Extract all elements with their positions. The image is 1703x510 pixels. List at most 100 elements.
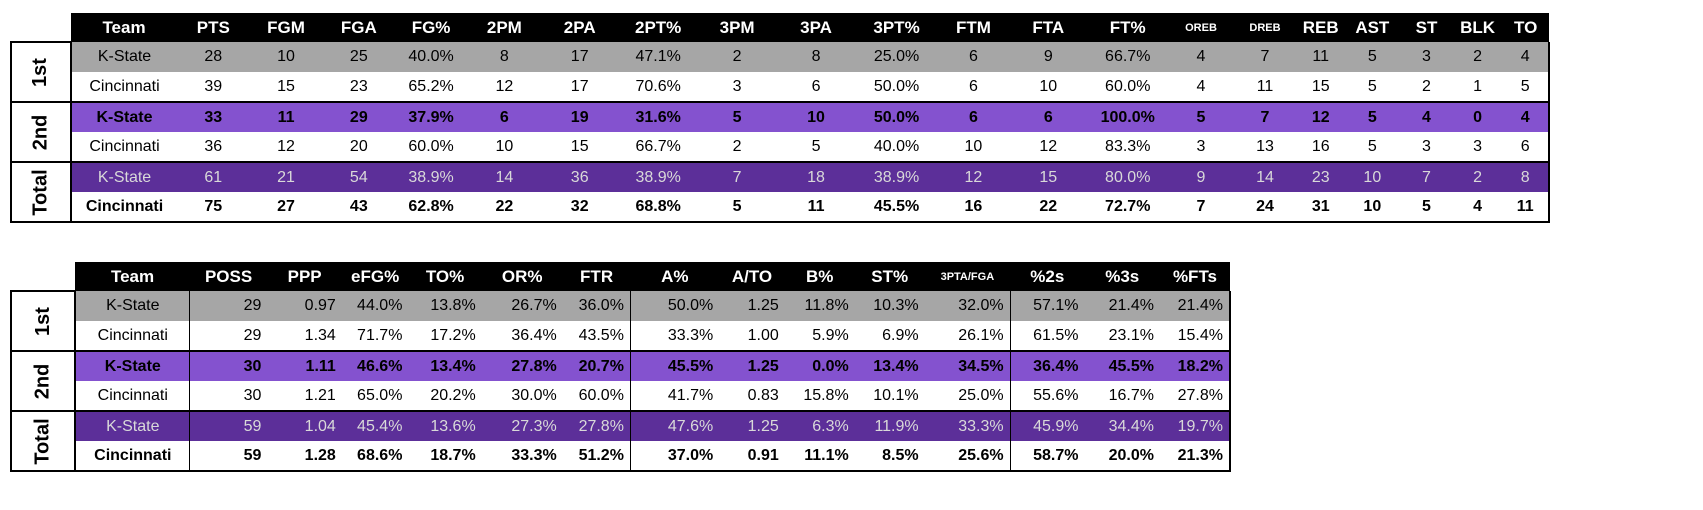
stat-cell-bpct: 0.0% <box>784 350 855 381</box>
stat-cell-pctfts: 21.3% <box>1159 441 1232 472</box>
header-to: TO <box>1502 13 1549 42</box>
stat-cell-bpct: 11.1% <box>784 441 855 472</box>
header-orpct: OR% <box>481 262 563 291</box>
stat-cell-st: 3 <box>1400 42 1453 72</box>
stat-cell-topct: 20.2% <box>408 381 482 411</box>
header-reb: REB <box>1296 13 1345 42</box>
stat-cell-orpct: 26.7% <box>481 291 563 321</box>
stat-cell-pct2s: 57.1% <box>1009 291 1085 321</box>
stat-cell-ftr: 20.7% <box>562 350 631 381</box>
stat-cell-fta: 15 <box>1010 161 1087 192</box>
stat-cell-efgpct: 45.4% <box>341 410 409 441</box>
stat-cell-fgpct: 37.9% <box>394 101 468 132</box>
team-cell: Cincinnati <box>74 321 190 351</box>
stat-cell-ppp: 1.11 <box>267 350 342 381</box>
stat-cell-fgm: 21 <box>249 161 323 192</box>
stat-cell-ppp: 1.28 <box>267 441 342 472</box>
header-pts: PTS <box>177 13 250 42</box>
table-row: 1st K-State 28 10 25 40.0% 8 17 47.1% 2 8 25.0% 6 9 66… <box>10 41 1550 103</box>
header-blank <box>11 13 71 42</box>
box-score-table: Team PTS FGM FGA FG% 2PM 2PA 2PT% 3PM 3PA 3PT% FTM F… <box>10 13 1550 223</box>
stat-cell-ftpct: 80.0% <box>1086 161 1170 192</box>
stat-cell-dreb: 24 <box>1233 192 1297 223</box>
stat-cell-3pta-fga: 26.1% <box>924 321 1011 351</box>
stat-cell-efgpct: 65.0% <box>341 381 409 411</box>
stat-cell-a-to: 0.83 <box>719 381 785 411</box>
period-label: Total <box>10 161 72 223</box>
stat-cell-2pa: 17 <box>541 42 618 72</box>
stat-cell-3pm: 3 <box>698 72 776 102</box>
stat-cell-dreb: 13 <box>1233 132 1297 162</box>
stat-cell-pctfts: 21.4% <box>1159 291 1232 321</box>
stat-cell-efgpct: 44.0% <box>341 291 409 321</box>
header-efgpct: eFG% <box>341 262 409 291</box>
stat-cell-3ptpct: 50.0% <box>856 101 937 132</box>
stat-cell-pctfts: 15.4% <box>1159 321 1232 351</box>
stat-cell-ftpct: 100.0% <box>1086 101 1170 132</box>
stat-cell-stpct: 10.1% <box>854 381 925 411</box>
stat-cell-3pm: 2 <box>698 132 776 162</box>
stat-cell-3ptpct: 40.0% <box>856 132 937 162</box>
stat-cell-pct2s: 36.4% <box>1009 350 1085 381</box>
stat-cell-topct: 13.8% <box>408 291 482 321</box>
period-label-text: 1st <box>29 57 52 87</box>
stat-cell-fgpct: 60.0% <box>394 132 468 162</box>
team-cell: K-State <box>74 350 190 381</box>
stat-cell-ast: 10 <box>1344 192 1401 223</box>
stat-cell-pts: 28 <box>177 42 250 72</box>
stat-cell-fga: 23 <box>322 72 395 102</box>
stat-cell-stpct: 8.5% <box>854 441 925 472</box>
stat-cell-ftm: 16 <box>936 192 1011 223</box>
stat-cell-st: 4 <box>1400 101 1453 132</box>
stat-cell-to: 6 <box>1502 132 1550 162</box>
stat-cell-3pm: 5 <box>698 192 776 223</box>
header-ftr: FTR <box>562 262 631 291</box>
stat-cell-oreb: 7 <box>1169 192 1233 223</box>
period-label: 2nd <box>10 101 72 163</box>
stat-cell-fga: 54 <box>322 161 395 192</box>
stat-cell-a-to: 1.25 <box>719 350 785 381</box>
header-3pa: 3PA <box>775 13 857 42</box>
stat-cell-2pa: 32 <box>541 192 618 223</box>
stat-cell-topct: 13.4% <box>408 350 482 381</box>
stat-cell-ftr: 51.2% <box>562 441 631 472</box>
stat-cell-bpct: 5.9% <box>784 321 855 351</box>
header-ast: AST <box>1344 13 1401 42</box>
stat-cell-ftr: 43.5% <box>562 321 631 351</box>
stat-cell-st: 3 <box>1400 132 1453 162</box>
stat-cell-oreb: 3 <box>1169 132 1233 162</box>
stat-cell-ast: 5 <box>1344 72 1401 102</box>
stat-cell-ftpct: 66.7% <box>1086 42 1170 72</box>
stat-cell-2pa: 19 <box>541 101 618 132</box>
stat-cell-oreb: 9 <box>1169 161 1233 192</box>
header-a-to: A/TO <box>719 262 785 291</box>
stat-cell-reb: 23 <box>1296 161 1345 192</box>
header-blank <box>11 262 76 291</box>
stat-cell-apct: 41.7% <box>629 381 720 411</box>
stat-cell-reb: 11 <box>1296 42 1345 72</box>
header-apct: A% <box>630 262 720 291</box>
stat-cell-pctfts: 19.7% <box>1159 410 1232 441</box>
stat-cell-poss: 59 <box>189 410 268 441</box>
stat-cell-blk: 4 <box>1452 192 1503 223</box>
stat-cell-ppp: 1.21 <box>267 381 342 411</box>
stat-cell-stpct: 11.9% <box>854 410 925 441</box>
stat-cell-3pa: 8 <box>775 42 857 72</box>
stat-cell-ftr: 60.0% <box>562 381 631 411</box>
period-label: Total <box>9 410 77 472</box>
table-row: 2nd K-State 30 1.11 46.6% 13.4% 27.8% 20.7% 45.5… <box>9 350 1232 412</box>
stat-cell-to: 4 <box>1502 101 1550 132</box>
box-header-row: Team PTS FGM FGA FG% 2PM 2PA 2PT% 3PM 3PA 3PT% FTM F… <box>11 13 1549 42</box>
stat-cell-oreb: 4 <box>1169 72 1233 102</box>
stat-cell-pct2s: 61.5% <box>1009 321 1085 351</box>
stat-cell-3pta-fga: 32.0% <box>924 291 1011 321</box>
stat-cell-blk: 2 <box>1452 42 1503 72</box>
header-3pta-fga: 3PTA/FGA <box>924 262 1011 291</box>
period-label: 2nd <box>9 350 77 412</box>
header-3ptpct: 3PT% <box>856 13 937 42</box>
stat-cell-apct: 47.6% <box>629 410 720 441</box>
header-dreb: DREB <box>1233 13 1297 42</box>
stat-cell-bpct: 11.8% <box>784 291 855 321</box>
stat-cell-pctfts: 18.2% <box>1159 350 1232 381</box>
stat-cell-fga: 25 <box>322 42 395 72</box>
